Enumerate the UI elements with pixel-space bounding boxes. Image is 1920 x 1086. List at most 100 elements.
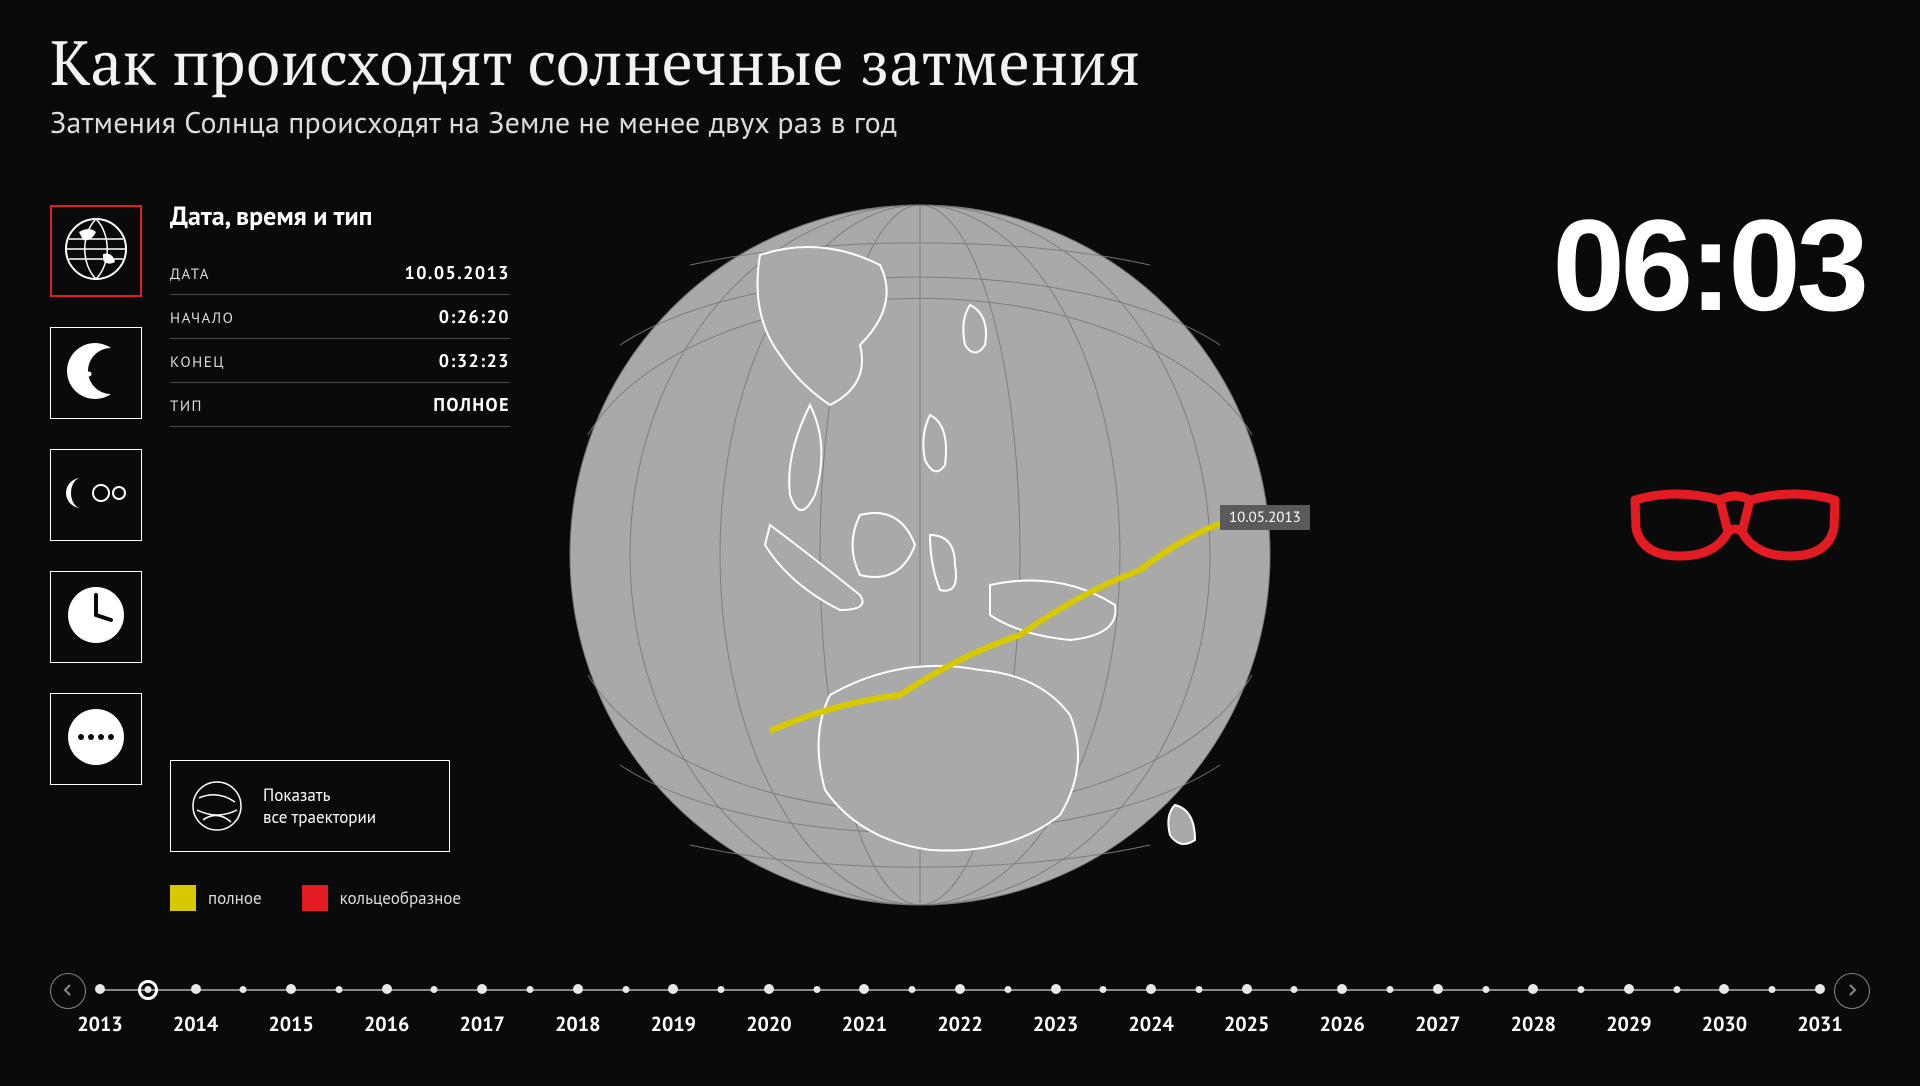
timeline-year-label: 2025 <box>1224 1011 1269 1037</box>
trajectory-date-label: 10.05.2013 <box>1220 505 1310 530</box>
timeline-tick-minor[interactable] <box>335 986 342 993</box>
timeline-year-label: 2024 <box>1128 1011 1173 1037</box>
year-timeline[interactable]: 2013 2014 2015 2016 2017 2018 2019 2020 2021 2022… <box>50 971 1870 1051</box>
timeline-tick[interactable] <box>764 984 774 994</box>
timeline-tick[interactable] <box>95 984 105 994</box>
timeline-year-label: 2019 <box>651 1011 696 1037</box>
timeline-year-label: 2016 <box>364 1011 409 1037</box>
timeline-tick[interactable] <box>1528 984 1538 994</box>
glasses-icon <box>1620 553 1850 575</box>
legend-label: полное <box>208 887 262 909</box>
timeline-year-label: 2027 <box>1415 1011 1460 1037</box>
timeline-tick[interactable] <box>1051 984 1061 994</box>
timeline-tick-minor[interactable] <box>909 986 916 993</box>
timeline-tick-minor[interactable] <box>144 986 151 993</box>
timeline-year-label: 2023 <box>1033 1011 1078 1037</box>
timeline-tick-minor[interactable] <box>1673 986 1680 993</box>
timeline-tick-minor[interactable] <box>813 986 820 993</box>
timeline-tick[interactable] <box>859 984 869 994</box>
timeline-tick[interactable] <box>573 984 583 994</box>
info-value: 10.05.2013 <box>404 261 510 284</box>
timeline-tick[interactable] <box>286 984 296 994</box>
info-label: НАЧАЛО <box>170 309 234 328</box>
timeline-tick-minor[interactable] <box>1769 986 1776 993</box>
timeline-year-label: 2017 <box>460 1011 505 1037</box>
chain-tab[interactable] <box>50 693 142 785</box>
timeline-year-label: 2015 <box>268 1011 313 1037</box>
legend-item-total: полное <box>170 885 262 911</box>
safety-glasses-button[interactable] <box>1620 480 1850 570</box>
timeline-tick[interactable] <box>1337 984 1347 994</box>
timeline-tick[interactable] <box>191 984 201 994</box>
phase-tab[interactable] <box>50 449 142 541</box>
globe-map[interactable]: 10.05.2013 <box>560 195 1280 915</box>
timeline-tick[interactable] <box>955 984 965 994</box>
timeline-tick-minor[interactable] <box>240 986 247 993</box>
timeline-tick-minor[interactable] <box>718 986 725 993</box>
info-value: ПОЛНОЕ <box>433 393 510 416</box>
timeline-year-label: 2028 <box>1511 1011 1556 1037</box>
info-panel: Дата, время и тип ДАТА 10.05.2013 НАЧАЛО… <box>170 200 510 427</box>
timeline-tick[interactable] <box>1433 984 1443 994</box>
timeline-tick-minor[interactable] <box>1004 986 1011 993</box>
chevron-left-icon <box>61 980 75 1002</box>
timeline-tick-minor[interactable] <box>1578 986 1585 993</box>
timeline-tick-minor[interactable] <box>1482 986 1489 993</box>
info-label: КОНЕЦ <box>170 353 225 372</box>
show-all-label: Показатьвсе траектории <box>263 784 376 828</box>
eclipse-duration-clock: 06:03 <box>1553 190 1866 340</box>
timeline-year-label: 2022 <box>937 1011 982 1037</box>
timeline-prev-button[interactable] <box>50 973 86 1009</box>
timeline-tick[interactable] <box>668 984 678 994</box>
chevron-right-icon <box>1845 980 1859 1002</box>
view-tabs <box>50 205 142 785</box>
info-heading: Дата, время и тип <box>170 200 510 233</box>
timeline-tick[interactable] <box>477 984 487 994</box>
timeline-year-label: 2013 <box>77 1011 122 1037</box>
info-label: ТИП <box>170 397 203 416</box>
timeline-year-label: 2026 <box>1320 1011 1365 1037</box>
info-row-date: ДАТА 10.05.2013 <box>170 251 510 295</box>
timeline-year-label: 2020 <box>746 1011 791 1037</box>
timeline-tick-minor[interactable] <box>1291 986 1298 993</box>
timeline-year-label: 2014 <box>173 1011 218 1037</box>
timeline-tick-minor[interactable] <box>622 986 629 993</box>
info-value: 0:32:23 <box>439 349 510 372</box>
timeline-year-label: 2021 <box>842 1011 887 1037</box>
timeline-year-label: 2030 <box>1702 1011 1747 1037</box>
timeline-tick[interactable] <box>1624 984 1634 994</box>
trajectories-icon <box>191 780 243 832</box>
timeline-tick[interactable] <box>1146 984 1156 994</box>
info-label: ДАТА <box>170 265 210 284</box>
chain-icon <box>61 702 131 777</box>
globe-tab[interactable] <box>50 205 142 297</box>
timeline-tick-minor[interactable] <box>1387 986 1394 993</box>
info-row-type: ТИП ПОЛНОЕ <box>170 383 510 427</box>
timeline-tick-minor[interactable] <box>527 986 534 993</box>
legend-swatch <box>302 885 328 911</box>
show-all-trajectories-button[interactable]: Показатьвсе траектории <box>170 760 450 852</box>
timeline-tick[interactable] <box>1815 984 1825 994</box>
legend-swatch <box>170 885 196 911</box>
info-value: 0:26:20 <box>439 305 510 328</box>
info-row-end: КОНЕЦ 0:32:23 <box>170 339 510 383</box>
info-row-start: НАЧАЛО 0:26:20 <box>170 295 510 339</box>
timeline-tick[interactable] <box>382 984 392 994</box>
clock-icon <box>61 580 131 655</box>
eclipse-tab[interactable] <box>50 327 142 419</box>
page-subtitle: Затмения Солнца происходят на Земле не м… <box>50 103 1870 142</box>
timeline-tick-minor[interactable] <box>1195 986 1202 993</box>
phase-icon <box>61 458 131 533</box>
timeline-tick[interactable] <box>1242 984 1252 994</box>
globe-icon <box>61 214 131 289</box>
eclipse-icon <box>61 336 131 411</box>
legend: полное кольцеобразное <box>170 885 461 911</box>
timeline-year-label: 2029 <box>1606 1011 1651 1037</box>
timeline-next-button[interactable] <box>1834 973 1870 1009</box>
timeline-tick[interactable] <box>1719 984 1729 994</box>
timeline-year-label: 2031 <box>1797 1011 1842 1037</box>
timeline-tick-minor[interactable] <box>1100 986 1107 993</box>
timeline-year-label: 2018 <box>555 1011 600 1037</box>
time-tab[interactable] <box>50 571 142 663</box>
timeline-tick-minor[interactable] <box>431 986 438 993</box>
